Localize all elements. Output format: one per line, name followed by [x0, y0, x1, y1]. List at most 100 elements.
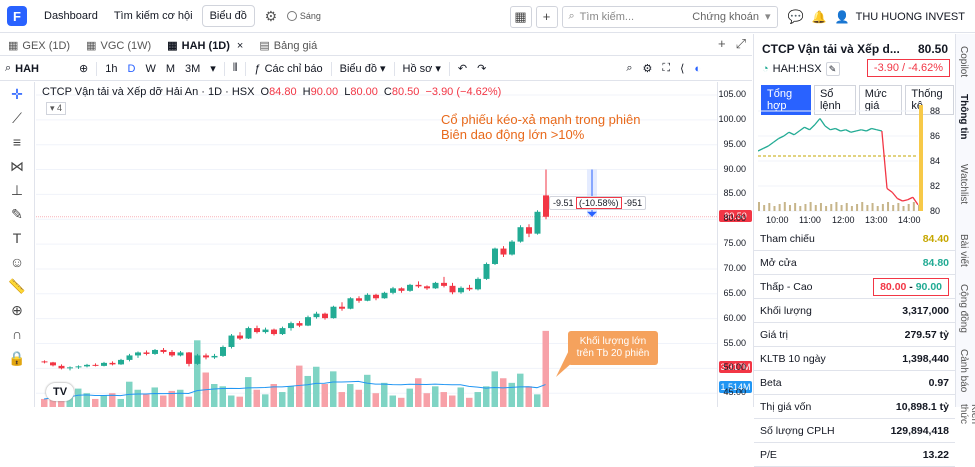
nav-chart[interactable]: Biểu đồ [202, 5, 255, 27]
expand-icon[interactable]: ⤢ [736, 36, 746, 52]
mini-price-segment [872, 129, 877, 130]
volume-bar [41, 399, 48, 407]
chevron-down-icon[interactable]: ▾ [205, 57, 221, 81]
stats-value: 13.22 [923, 449, 949, 461]
candle-body [348, 298, 354, 308]
app-logo[interactable]: F [7, 6, 27, 26]
mini-volume-bar [913, 202, 915, 211]
profile-menu[interactable]: Hồ sơ▾ [398, 57, 446, 81]
tab-price-board[interactable]: ▤Bảng giá [251, 36, 325, 56]
side-tab-2[interactable]: Watchlist [958, 164, 969, 204]
legend-collapse-button[interactable]: ▾ 4 [46, 102, 66, 115]
add-tab-icon[interactable]: + [718, 36, 726, 52]
search-icon: ⌕ [569, 10, 575, 23]
annotation-volume[interactable]: Khối lượng lớn trên Tb 20 phiên [568, 331, 658, 365]
zoom-in-icon[interactable]: ⊕ [0, 298, 34, 322]
candle-body [178, 352, 184, 355]
notification-icon[interactable]: 🔔 [812, 10, 827, 24]
mini-volume-bar [815, 205, 817, 211]
theme-toggle[interactable]: Sáng [287, 11, 321, 21]
volume-bar [347, 384, 354, 407]
interval-d[interactable]: D [122, 57, 140, 81]
magnet-icon[interactable]: ∩ [0, 322, 34, 346]
chat-icon[interactable]: 💬 [788, 9, 804, 25]
interval-3m[interactable]: 3M [180, 57, 205, 81]
lock-icon[interactable]: 🔒 [0, 346, 34, 370]
user-menu[interactable]: 👤 THU HUONG INVEST [835, 10, 965, 24]
fullscreen-icon[interactable]: ⛶ [657, 57, 675, 81]
symbol-search[interactable]: ⌕HAH [0, 57, 44, 81]
undo-icon[interactable]: ↶ [453, 57, 472, 81]
projection-icon[interactable]: ⊥ [0, 178, 34, 202]
chart-tabs-bar: ▦GEX (1D) ▦VGC (1W) ▦HAH (1D)× ▤Bảng giá… [0, 36, 752, 56]
mini-volume-bar [825, 206, 827, 211]
interval-1h[interactable]: 1h [100, 57, 122, 81]
brush-icon[interactable]: ✎ [0, 202, 34, 226]
ruler-icon[interactable]: 📏 [0, 274, 34, 298]
candle-body [246, 328, 252, 338]
settings-icon[interactable]: ⚙ [637, 57, 657, 81]
share-icon[interactable]: ⟨ [675, 57, 689, 81]
legend-open: 84.80 [269, 86, 297, 98]
layout-grid-icon[interactable]: ▦ [510, 6, 532, 28]
chart-menu[interactable]: Biểu đồ▾ [335, 57, 391, 81]
search-box[interactable]: ⌕ Tìm kiếm... Chứng khoán ▾ [562, 6, 778, 28]
gear-icon[interactable]: ⚙ [263, 8, 279, 24]
close-icon[interactable]: × [237, 40, 243, 52]
volume-bar [143, 394, 150, 407]
tab-hah[interactable]: ▦HAH (1D)× [159, 36, 251, 56]
candle-body [365, 295, 371, 301]
stats-label: KLTB 10 ngày [760, 353, 826, 365]
annotation-volatility[interactable]: Cổ phiếu kéo-xả mạnh trong phiên Biên da… [441, 112, 640, 142]
candle-body [186, 352, 192, 363]
volume-bar [449, 396, 456, 408]
side-tab-1[interactable]: Thông tin [958, 94, 969, 140]
nav-dashboard[interactable]: Dashboard [37, 6, 105, 26]
side-tab-4[interactable]: Cộng đồng [958, 284, 969, 333]
trend-line-icon[interactable]: ⟋ [0, 106, 34, 130]
side-tab-5[interactable]: Cảnh báo [958, 349, 969, 392]
candle-body [288, 323, 294, 328]
zoom-icon[interactable]: ⌕ [621, 57, 637, 81]
mini-volume-bar [851, 206, 853, 211]
compare-add-icon[interactable]: ⊕ [74, 57, 93, 81]
mini-volume-bar [789, 205, 791, 211]
volume-bar [305, 376, 312, 407]
tab-vgc[interactable]: ▦VGC (1W) [78, 36, 159, 56]
price-range-measure[interactable]: -9.51 (-10.58%) -951 [549, 196, 646, 210]
volume-bar [254, 390, 261, 407]
interval-w[interactable]: W [140, 57, 160, 81]
search-input[interactable]: Tìm kiếm... [580, 11, 693, 23]
nav-opportunity-search[interactable]: Tìm kiếm cơ hội [107, 6, 200, 26]
search-scope-select[interactable]: Chứng khoán [692, 11, 759, 23]
current-price: 80.50 [918, 42, 948, 56]
mini-price-segment [799, 127, 804, 131]
volume-ma-line [44, 381, 546, 399]
mini-price-segment [835, 129, 840, 132]
pattern-icon[interactable]: ⋈ [0, 154, 34, 178]
candle-type-icon[interactable]: ⫴ [228, 57, 243, 81]
side-tab-6[interactable]: Kiến thức [958, 404, 975, 424]
side-tab-3[interactable]: Bài viết [958, 234, 969, 267]
interval-m[interactable]: M [161, 57, 180, 81]
legend-close: 80.50 [392, 86, 420, 98]
symbol-code: HAH:HSX [773, 63, 822, 75]
tab-gex[interactable]: ▦GEX (1D) [0, 36, 78, 56]
text-icon[interactable]: T [0, 226, 34, 250]
main-chart[interactable]: CTCP Vận tải và Xếp dỡ Hải An · 1D · HSX… [36, 82, 717, 407]
redo-icon[interactable]: ↷ [472, 57, 491, 81]
edit-icon[interactable]: ✎ [826, 62, 840, 76]
annotation-vol-line-1: Khối lượng lớn [572, 336, 654, 348]
emoji-icon[interactable]: ☺ [0, 250, 34, 274]
side-tab-0[interactable]: Copilot [958, 46, 969, 77]
tradingview-logo[interactable]: TV [46, 383, 74, 401]
fib-icon[interactable]: ≡ [0, 130, 34, 154]
brand-icon[interactable]: ◐ [689, 57, 706, 81]
mini-price-segment [758, 149, 763, 152]
crosshair-icon[interactable]: ✛ [0, 82, 34, 106]
add-icon[interactable]: + [536, 6, 558, 28]
